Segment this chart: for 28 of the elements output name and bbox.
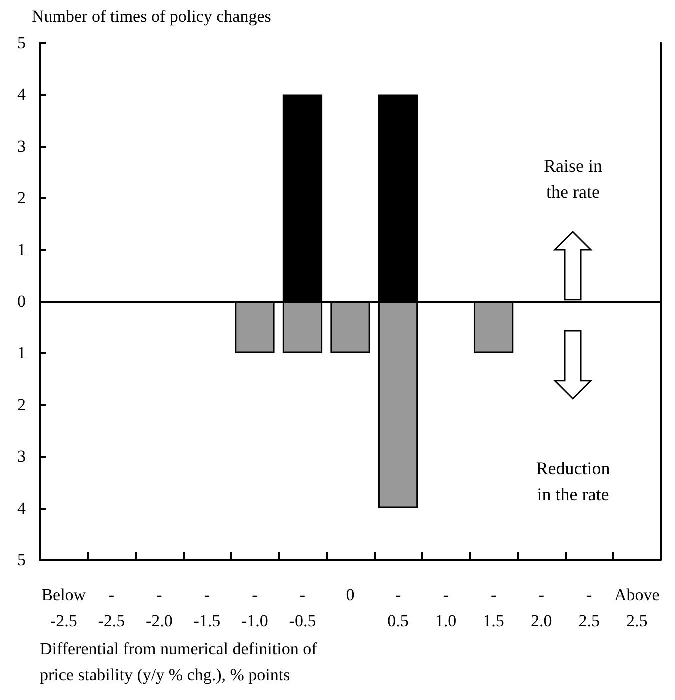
- y-axis-title: Number of times of policy changes: [32, 7, 272, 26]
- y-tick-label: 4: [18, 85, 26, 104]
- x-tick-label: - 2.5: [578, 586, 600, 630]
- y-tick-label: 1: [18, 240, 26, 260]
- x-tick-label: - 0.5: [388, 586, 409, 630]
- x-tick-label: - 1.5: [483, 586, 504, 630]
- y-tick-label: 4: [18, 498, 26, 518]
- y-tick-label: 3: [18, 136, 26, 156]
- y-tick-label: 2: [18, 188, 26, 208]
- x-tick-label: - -1.5: [194, 586, 221, 630]
- y-tick-label: 1: [18, 344, 26, 363]
- y-tick-label: 0: [18, 292, 26, 311]
- annotation: Raise in the rate: [544, 156, 602, 202]
- x-tick-label: - -0.5: [289, 586, 316, 630]
- annotation: Reduction in the rate: [536, 458, 610, 505]
- y-tick-label: 3: [18, 447, 26, 466]
- x-tick-label: Above 2.5: [614, 586, 660, 630]
- x-tick-label: 0: [346, 586, 355, 604]
- y-tick-label: 5: [18, 34, 26, 52]
- x-tick-label: - -2.0: [146, 586, 173, 630]
- y-tick-label: 5: [18, 550, 26, 570]
- x-tick-label: - 1.0: [435, 586, 457, 630]
- x-tick-label: - -1.0: [242, 586, 268, 630]
- x-tick-label: - -2.5: [98, 586, 126, 630]
- x-axis-title: Differential from numerical definition of price stability (y/y % chg.), % points: [40, 640, 322, 684]
- y-tick-label: 2: [18, 395, 26, 414]
- x-tick-label: - 2.0: [530, 586, 552, 630]
- x-tick-label: Below -2.5: [42, 586, 87, 630]
